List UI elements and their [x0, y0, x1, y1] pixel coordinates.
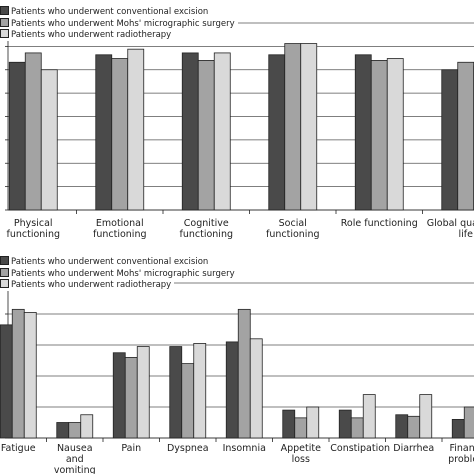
- bar: [441, 69, 459, 211]
- legend-entry: Patients who underwent conventional exci…: [0, 256, 212, 268]
- legend-swatch: [0, 17, 9, 27]
- bar: [451, 418, 465, 439]
- bar: [181, 52, 199, 211]
- legend-label: Patients who underwent conventional exci…: [11, 7, 209, 17]
- bar: [11, 308, 25, 439]
- bar: [23, 312, 37, 439]
- bar: [237, 308, 251, 439]
- bar: [169, 346, 183, 439]
- x-tick-label: Emotional functioning: [93, 218, 147, 240]
- x-tick-label: Fatigue: [0, 443, 36, 454]
- bar: [362, 394, 376, 439]
- bar: [268, 54, 286, 211]
- bar: [112, 352, 126, 439]
- x-tick-label: Appetite loss: [280, 443, 321, 465]
- bar: [338, 409, 352, 439]
- legend-entry: Patients who underwent Mohs' micrographi…: [0, 17, 238, 30]
- x-tick-label: Insomnia: [222, 443, 266, 454]
- legend-label: Patients who underwent Mohs' micrographi…: [11, 18, 235, 29]
- x-tick-label: Nausea and vomiting: [53, 443, 96, 474]
- legend-swatch: [0, 6, 9, 15]
- x-tick-label: Dyspnea: [166, 443, 209, 454]
- x-tick-label: Pain: [121, 443, 142, 454]
- x-tick-label: Role functioning: [340, 218, 418, 229]
- bar: [284, 43, 302, 211]
- legend-entry: Patients who underwent radiotherapy: [0, 279, 175, 291]
- x-tick-label: Global quality of life: [426, 218, 474, 240]
- bar: [354, 54, 372, 211]
- bar: [249, 338, 263, 439]
- bar: [181, 363, 195, 439]
- bar: [56, 422, 70, 439]
- bar: [225, 341, 239, 439]
- bar: [0, 324, 13, 439]
- bar: [457, 61, 474, 211]
- bar: [68, 422, 82, 439]
- legend-swatch: [0, 279, 9, 288]
- bar: [136, 346, 150, 439]
- legend-swatch: [0, 256, 9, 265]
- bar: [213, 52, 231, 211]
- bar: [111, 58, 129, 211]
- bar: [80, 414, 94, 439]
- bar: [370, 60, 388, 211]
- x-tick-label: Physical functioning: [6, 218, 61, 240]
- legend-label: Patients who underwent radiotherapy: [11, 280, 172, 290]
- bar: [419, 394, 433, 439]
- legend-entry: Patients who underwent conventional exci…: [0, 6, 212, 18]
- bar: [193, 343, 207, 439]
- legend-label: Patients who underwent conventional exci…: [11, 257, 209, 267]
- x-tick-label: Cognitive functioning: [179, 218, 234, 240]
- bar: [24, 52, 42, 211]
- x-tick-label: Financial problems: [448, 443, 474, 465]
- bar: [395, 414, 409, 439]
- legend-label: Patients who underwent radiotherapy: [11, 30, 172, 40]
- bar: [127, 48, 145, 211]
- bar: [300, 43, 318, 211]
- bar: [95, 54, 113, 211]
- bar: [350, 417, 364, 439]
- bar: [386, 58, 404, 211]
- bar: [463, 406, 474, 439]
- legend-entry: Patients who underwent Mohs' micrographi…: [0, 267, 238, 280]
- legend-swatch: [0, 29, 9, 38]
- bar: [124, 356, 138, 439]
- bar: [282, 409, 296, 439]
- bar: [306, 406, 320, 439]
- bar: [407, 415, 421, 439]
- x-tick-label: Diarrhea: [393, 443, 435, 454]
- bar: [40, 69, 58, 211]
- legend-swatch: [0, 267, 9, 277]
- legend-entry: Patients who underwent radiotherapy: [0, 29, 175, 41]
- bar: [197, 60, 215, 211]
- x-tick-label: Social functioning: [266, 218, 320, 240]
- bar: [294, 417, 308, 439]
- x-tick-label: Constipation: [330, 443, 391, 454]
- legend-label: Patients who underwent Mohs' micrographi…: [11, 268, 235, 279]
- bar: [8, 61, 26, 211]
